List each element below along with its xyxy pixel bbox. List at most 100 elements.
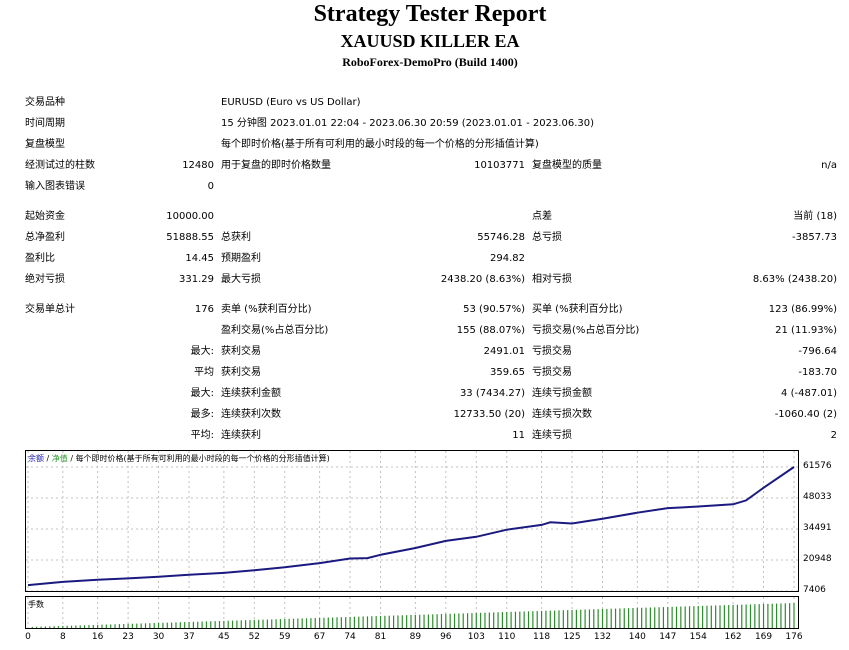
volume-chart-svg (27, 597, 795, 628)
long-trades-label: 买单 (%获利百分比) (532, 304, 623, 315)
maximal-consec-profit-value: 12733.50 (20) (453, 409, 525, 420)
profit-trades-label: 盈利交易(%占总百分比) (221, 325, 329, 336)
symbol-value: EURUSD (Euro vs US Dollar) (221, 97, 361, 108)
x-tick-label: 81 (374, 632, 387, 642)
ea-name: XAUUSD KILLER EA (340, 31, 520, 51)
net-profit-label: 总净盈利 (25, 232, 65, 243)
y-tick-label: 20948 (803, 554, 832, 564)
x-tick-label: 67 (313, 632, 326, 642)
balance-chart-svg (26, 451, 798, 591)
x-tick-label: 23 (122, 632, 134, 642)
maximal-consec-loss-label: 连续亏损次数 (532, 409, 592, 420)
max-consec-wins-label: 连续获利金额 (221, 388, 281, 399)
y-tick-label: 34491 (803, 523, 832, 533)
errors-label: 输入图表错误 (25, 181, 85, 192)
relative-drawdown-value: 8.63% (2438.20) (752, 274, 837, 285)
x-tick-label: 154 (689, 632, 707, 642)
x-tick-label: 89 (409, 632, 422, 642)
largest-loss-label: 亏损交易 (532, 346, 572, 357)
relative-drawdown-label: 相对亏损 (532, 274, 572, 285)
server-info: RoboForex-DemoPro (Build 1400) (342, 55, 518, 69)
deposit-value: 10000.00 (166, 211, 214, 222)
long-trades-value: 123 (86.99%) (768, 304, 837, 315)
report-title: Strategy Tester Report (313, 1, 547, 27)
absolute-drawdown-value: 331.29 (179, 274, 214, 285)
largest-profit-value: 2491.01 (483, 346, 525, 357)
largest-loss-value: -796.64 (798, 346, 837, 357)
total-trades-value: 176 (194, 304, 214, 315)
maximal-consec-loss-value: -1060.40 (2) (774, 409, 837, 420)
max-consec-wins-value: 33 (7434.27) (459, 388, 525, 399)
expected-payoff-value: 294.82 (490, 253, 525, 264)
x-tick-label: 125 (563, 632, 581, 642)
loss-trades-value: 21 (11.93%) (775, 325, 837, 336)
largest-profit-label: 获利交易 (221, 346, 261, 357)
model-value: 每个即时价格(基于所有可利用的最小时段的每一个价格的分形插值计算) (221, 139, 539, 150)
y-tick-label: 61576 (803, 461, 832, 471)
x-tick-label: 110 (498, 632, 516, 642)
loss-trades-label: 亏损交易(%占总百分比) (532, 325, 640, 336)
y-tick-label: 48033 (803, 492, 832, 502)
ticks-label: 用于复盘的即时价格数量 (221, 160, 331, 171)
x-tick-label: 59 (279, 632, 291, 642)
avg-consec-prefix: 平均: (190, 430, 214, 441)
avg-loss-value: -183.70 (798, 367, 837, 378)
maximal-consec-profit-label: 连续获利次数 (221, 409, 281, 420)
max-consec-losses-value: 4 (-487.01) (781, 388, 837, 399)
y-tick-label: 7406 (803, 585, 826, 595)
gross-loss-label: 总亏损 (532, 232, 562, 243)
period-label: 时间周期 (25, 118, 65, 129)
quality-value: n/a (821, 160, 837, 171)
symbol-label: 交易品种 (25, 97, 65, 108)
profit-factor-value: 14.45 (185, 253, 214, 264)
avg-consec-losses-value: 2 (830, 430, 837, 441)
legend-balance: 余额 (28, 454, 44, 463)
profit-factor-label: 盈利比 (25, 253, 55, 264)
x-tick-label: 0 (25, 632, 31, 642)
max-consec-losses-label: 连续亏损金额 (532, 388, 592, 399)
model-label: 复盘模型 (25, 139, 65, 150)
spread-value: 当前 (18) (793, 211, 837, 222)
x-tick-label: 147 (659, 632, 677, 642)
largest-prefix: 最大: (190, 346, 214, 357)
short-trades-label: 卖单 (%获利百分比) (221, 304, 312, 315)
volume-chart: 手数 (25, 596, 799, 629)
gross-profit-value: 55746.28 (477, 232, 525, 243)
bars-label: 经测试过的柱数 (25, 160, 95, 171)
expected-payoff-label: 预期盈利 (221, 253, 261, 264)
avg-profit-label: 获利交易 (221, 367, 261, 378)
x-tick-label: 132 (593, 632, 612, 642)
x-tick-label: 169 (754, 632, 773, 642)
balance-chart: 余额 / 净值 / 每个即时价格(基于所有可利用的最小时段的每一个价格的分形插值… (25, 450, 799, 592)
avg-profit-value: 359.65 (490, 367, 525, 378)
volume-label: 手数 (28, 600, 44, 609)
x-tick-label: 74 (344, 632, 356, 642)
gross-loss-value: -3857.73 (792, 232, 837, 243)
legend-separator: / (44, 454, 52, 463)
absolute-drawdown-label: 绝对亏损 (25, 274, 65, 285)
spread-label: 点差 (532, 211, 552, 222)
legend-equity: 净值 (51, 454, 68, 463)
chart-legend: 余额 / 净值 / 每个即时价格(基于所有可利用的最小时段的每一个价格的分形插值… (28, 453, 330, 464)
deposit-label: 起始资金 (25, 211, 65, 222)
avg-loss-label: 亏损交易 (532, 367, 572, 378)
quality-label: 复盘模型的质量 (532, 160, 602, 171)
profit-trades-value: 155 (88.07%) (456, 325, 525, 336)
x-tick-label: 30 (152, 632, 165, 642)
bars-value: 12480 (182, 160, 214, 171)
x-tick-label: 162 (724, 632, 742, 642)
balance-line (27, 466, 795, 587)
net-profit-value: 51888.55 (166, 232, 214, 243)
avg-consec-losses-label: 连续亏损 (532, 430, 572, 441)
max-drawdown-label: 最大亏损 (221, 274, 261, 285)
maximal-prefix: 最多: (190, 409, 214, 420)
gross-profit-label: 总获利 (221, 232, 251, 243)
ticks-value: 10103771 (474, 160, 525, 171)
period-value: 15 分钟图 2023.01.01 22:04 - 2023.06.30 20:… (221, 118, 595, 129)
avg-consec-wins-label: 连续获利 (221, 430, 261, 441)
x-tick-label: 45 (218, 632, 230, 642)
x-tick-label: 37 (183, 632, 195, 642)
avg-consec-wins-value: 11 (512, 430, 525, 441)
errors-value: 0 (207, 181, 214, 192)
x-tick-label: 96 (440, 632, 452, 642)
